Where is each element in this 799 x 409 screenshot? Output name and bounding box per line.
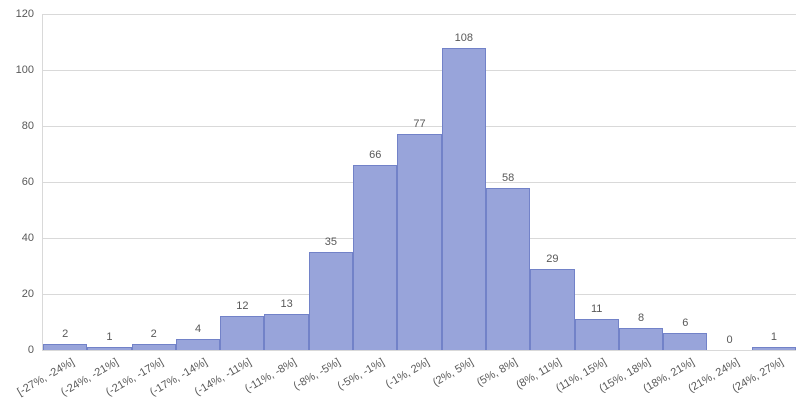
bar-value-label: 2 [62, 328, 69, 341]
histogram-bar [397, 134, 442, 350]
y-axis-tick-label: 0 [27, 344, 34, 356]
bar-value-label: 4 [194, 322, 202, 335]
histogram-bar [43, 344, 88, 350]
histogram-bin: 0 [707, 14, 751, 350]
histogram-bar [220, 316, 265, 350]
x-axis-category-label: (-8%, -5%] [291, 356, 343, 393]
bar-value-label: 66 [369, 149, 382, 162]
y-axis-tick-label: 100 [15, 64, 34, 76]
histogram-bar [264, 313, 309, 350]
y-axis-tick-label: 20 [21, 288, 34, 300]
gridline [43, 70, 796, 71]
histogram-bin: 1 [751, 14, 797, 350]
histogram-bin: 8 [618, 14, 664, 350]
histogram-bin: 12 [220, 14, 265, 350]
bar-value-label: 77 [413, 118, 426, 131]
x-axis-category-label: (5%, 8%] [474, 356, 520, 389]
x-axis-category-label: (2%, 5%] [430, 356, 476, 389]
histogram-bin: 108 [441, 14, 486, 350]
histogram-bar [175, 338, 221, 350]
x-axis-category-label: (-1%, 2%] [383, 356, 431, 391]
histogram-bin: 13 [264, 14, 309, 350]
bar-value-label: 108 [454, 31, 473, 44]
y-axis-tick-label: 80 [21, 120, 34, 132]
histogram-bar [618, 327, 664, 350]
histogram-bin: 2 [43, 14, 88, 350]
bar-value-label: 35 [324, 236, 338, 248]
bar-value-label: 8 [637, 311, 645, 324]
histogram-bin: 4 [175, 14, 221, 350]
y-axis-tick-label: 40 [21, 232, 34, 244]
histogram-bar [353, 165, 398, 350]
y-axis-tick-label: 60 [21, 176, 34, 188]
histogram-bin: 66 [353, 14, 398, 350]
histogram-bin: 2 [131, 14, 176, 350]
histogram-bar [485, 187, 531, 350]
histogram-bar [663, 333, 708, 350]
histogram-bar [751, 347, 797, 350]
gridline [43, 14, 796, 15]
bar-value-label: 1 [106, 331, 113, 344]
histogram-bin: 77 [397, 14, 442, 350]
bar-value-label: 2 [150, 328, 157, 341]
histogram-bin: 6 [663, 14, 708, 350]
histogram-bar [530, 268, 575, 350]
histogram-bar [131, 344, 176, 350]
bar-value-label: 1 [770, 331, 777, 344]
bar-value-label: 13 [280, 297, 293, 310]
bars-row: 2 1 2 4 12 13 35 66 77 108 58 29 11 8 6 0 1 [43, 14, 797, 350]
histogram-bin: 29 [530, 14, 575, 350]
bar-value-label: 6 [682, 317, 689, 330]
bar-value-label: 12 [236, 300, 249, 313]
histogram-bar [308, 252, 354, 350]
histogram-bin: 58 [485, 14, 531, 350]
histogram-bin: 11 [574, 14, 619, 350]
bar-value-label: 58 [501, 171, 515, 184]
gridline [43, 126, 796, 127]
histogram-bin: 1 [87, 14, 132, 350]
histogram-bar [574, 319, 619, 350]
histogram-bar [441, 47, 486, 350]
plot-area: 2 1 2 4 12 13 35 66 77 108 58 29 11 8 6 0 1 [42, 14, 797, 351]
bar-value-label: 11 [590, 303, 603, 316]
histogram-bar [87, 347, 132, 350]
bar-value-label: 29 [546, 252, 559, 265]
histogram-bin: 35 [308, 14, 354, 350]
y-axis-tick-label: 120 [15, 8, 34, 20]
x-axis-category-label: (-5%, -1%] [335, 356, 387, 393]
bar-value-label: 0 [726, 334, 733, 346]
